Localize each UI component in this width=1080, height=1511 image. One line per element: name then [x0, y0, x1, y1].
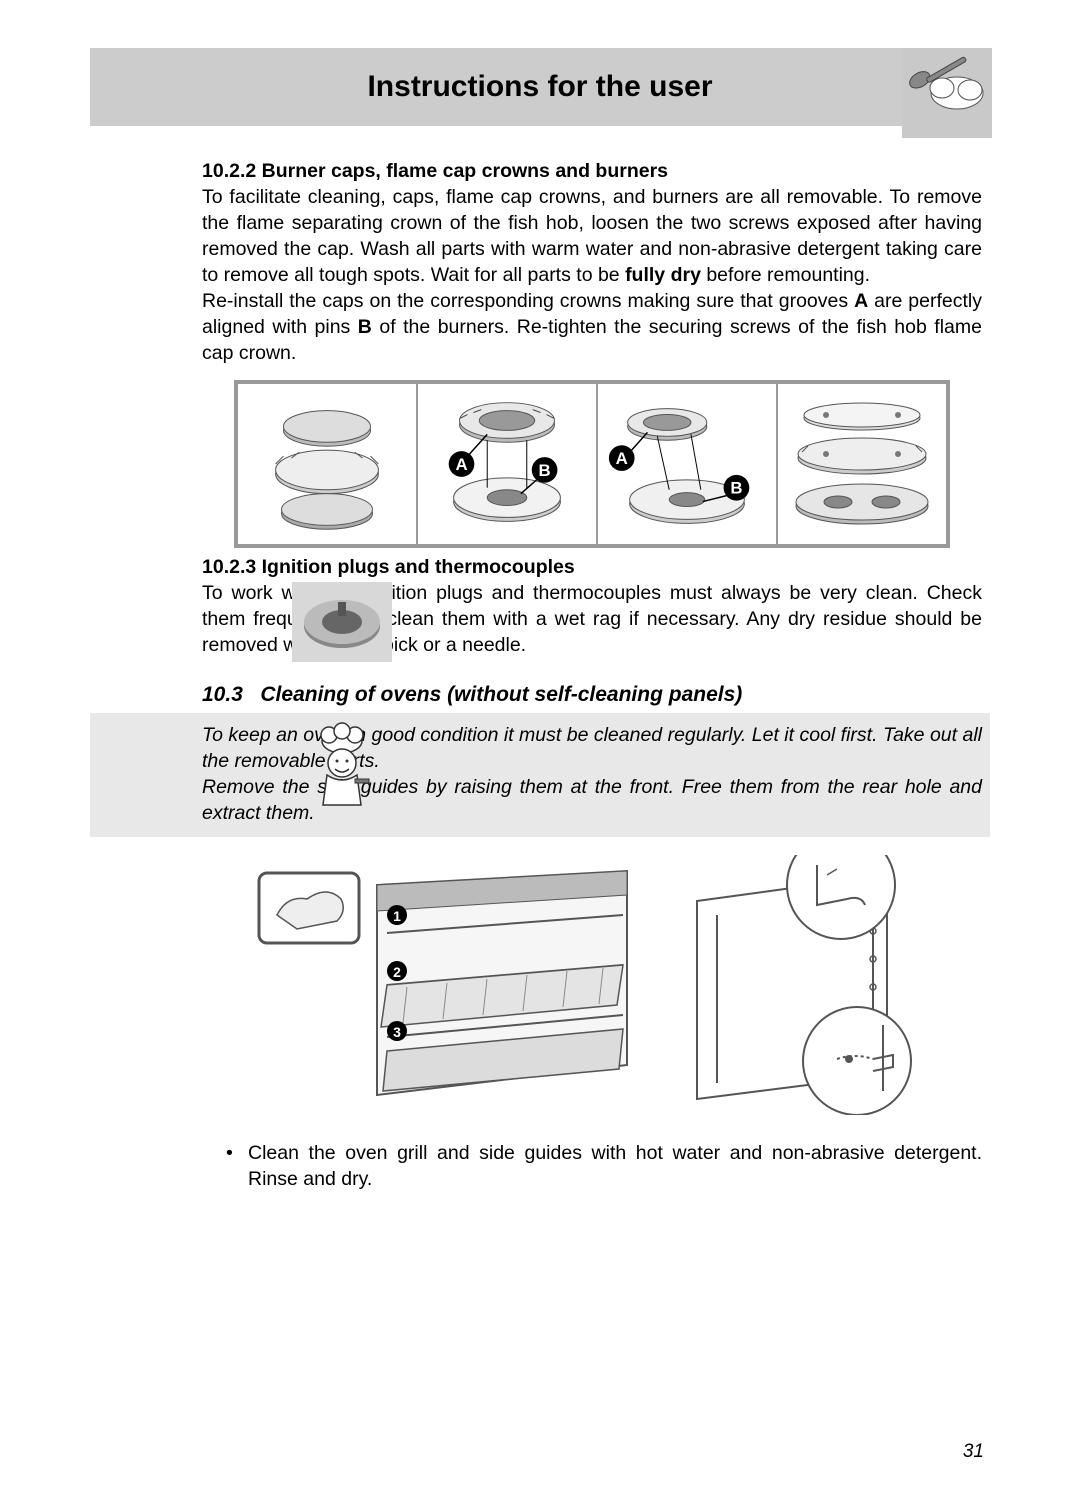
oven-figures: 1 2 3	[202, 855, 982, 1115]
oven-fig-right	[677, 855, 937, 1115]
fig-label-B: B	[539, 461, 551, 480]
section-num: 10.3	[202, 683, 243, 706]
spoon-cloud-icon	[902, 48, 992, 138]
paragraph-10-2-2-a: To facilitate cleaning, caps, flame cap …	[202, 185, 982, 289]
page-header: Instructions for the user	[90, 48, 990, 126]
heading-10-2-2: 10.2.2 Burner caps, flame cap crowns and…	[202, 160, 982, 183]
svg-text:1: 1	[393, 908, 401, 924]
burner-figure: A B A	[234, 380, 950, 548]
fig-label-A: A	[616, 449, 628, 468]
burner-panel-2: A B	[418, 384, 598, 544]
page-number: 31	[963, 1441, 984, 1463]
tip-box-10-3: To keep an oven in good condition it mus…	[90, 713, 990, 837]
fig-label-B: B	[730, 479, 742, 498]
text: Re-install the caps on the corresponding…	[202, 290, 854, 312]
svg-text:3: 3	[393, 1024, 401, 1040]
svg-text:2: 2	[393, 964, 401, 980]
burner-panel-4	[778, 384, 946, 544]
burner-panel-1	[238, 384, 418, 544]
label-A: A	[854, 290, 868, 312]
heading-10-3: 10.3 Cleaning of ovens (without self-cle…	[202, 683, 982, 707]
bullet-marker: •	[202, 1141, 226, 1193]
header-title: Instructions for the user	[367, 70, 712, 104]
fig-label-A: A	[455, 455, 467, 474]
manual-page: Instructions for the user 10.2.2 Burner …	[0, 0, 1080, 1511]
hob-burner-photo	[292, 582, 392, 662]
bullet-text: Clean the oven grill and side guides wit…	[248, 1141, 982, 1193]
label-B: B	[358, 316, 372, 338]
section-title: Cleaning of ovens (without self-cleaning…	[260, 683, 742, 706]
bullet-item-1: • Clean the oven grill and side guides w…	[202, 1141, 982, 1193]
paragraph-10-2-2-b: Re-install the caps on the corresponding…	[202, 289, 982, 367]
heading-10-2-3: 10.2.3 Ignition plugs and thermocouples	[202, 556, 982, 579]
burner-figure-row: A B A	[202, 380, 982, 548]
text: before remounting.	[701, 264, 870, 286]
content-column: 10.2.2 Burner caps, flame cap crowns and…	[202, 160, 982, 1193]
text-bold: fully dry	[625, 264, 701, 286]
chef-icon	[307, 721, 377, 811]
oven-fig-left: 1 2 3	[247, 855, 647, 1115]
burner-panel-3: A B	[598, 384, 778, 544]
